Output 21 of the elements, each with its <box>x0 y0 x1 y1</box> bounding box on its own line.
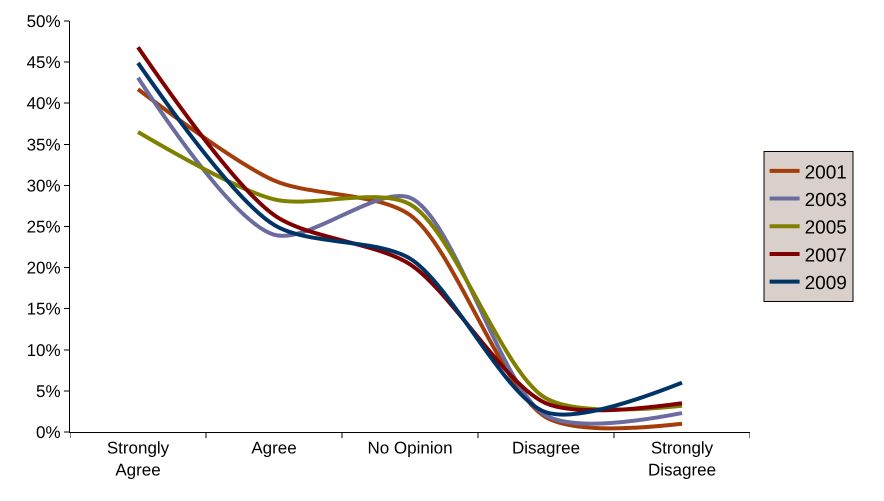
y-tick-label: 15% <box>26 300 61 319</box>
y-tick-label: 30% <box>26 176 61 196</box>
legend-label: 2009 <box>804 273 847 294</box>
x-tick-label: Agree <box>251 438 297 458</box>
legend-label: 2001 <box>804 162 847 184</box>
y-tick-label: 35% <box>26 135 61 154</box>
y-tick-label: 20% <box>26 258 61 278</box>
y-tick-label: 5% <box>36 382 61 401</box>
x-tick-label: Strongly Disagree <box>648 438 716 480</box>
y-tick-label: 10% <box>26 340 61 360</box>
legend-label: 2003 <box>804 190 847 211</box>
y-tick-label: 40% <box>26 94 61 114</box>
legend-label: 2005 <box>804 218 847 239</box>
legend-label: 2007 <box>804 245 847 266</box>
y-tick-label: 50% <box>26 12 61 31</box>
x-tick-label: Disagree <box>512 438 580 458</box>
x-tick-label: Strongly Agree <box>106 438 170 480</box>
y-tick-label: 0% <box>36 422 61 442</box>
x-tick-label: No Opinion <box>367 438 453 458</box>
y-tick-label: 45% <box>26 53 61 72</box>
y-tick-label: 25% <box>26 217 61 236</box>
